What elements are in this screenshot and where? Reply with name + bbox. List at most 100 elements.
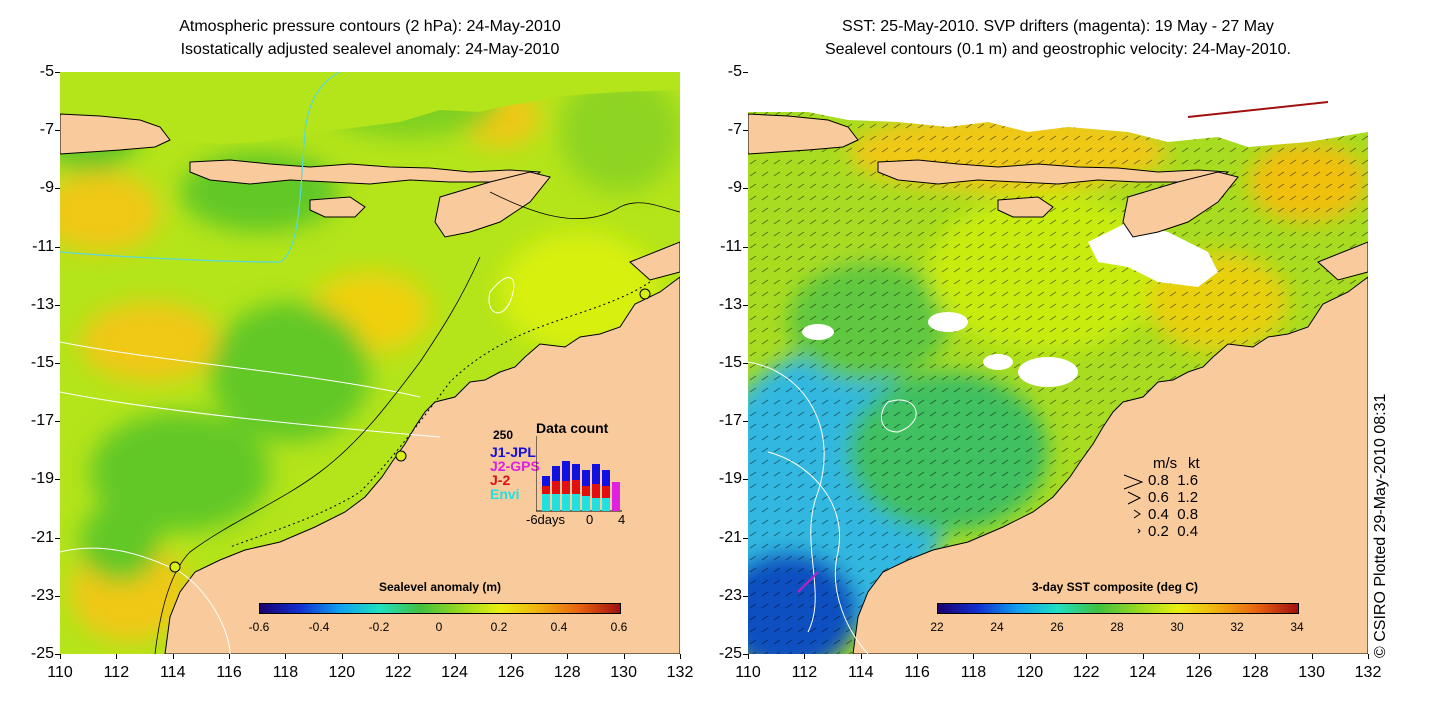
- right-map-canvas: [748, 72, 1368, 654]
- right-x-tick-mark: [1029, 654, 1031, 659]
- land-java-bali: [60, 113, 171, 155]
- right-colorbar-tick: 22: [930, 620, 944, 634]
- left-y-tick-mark: [55, 479, 60, 481]
- right-y-tick: -13: [718, 295, 742, 313]
- left-x-tick-mark: [454, 654, 456, 659]
- right-x-tick-mark: [973, 654, 975, 659]
- left-x-tick: 128: [553, 664, 581, 681]
- right-y-tick: -21: [718, 528, 742, 546]
- cloud-mask: [748, 72, 1368, 387]
- left-y-tick-mark: [55, 537, 60, 539]
- left-x-tick-mark: [680, 654, 681, 659]
- right-x-tick: 124: [1129, 664, 1156, 681]
- left-x-tick: 116: [216, 664, 242, 681]
- left-x-tick-mark: [623, 654, 625, 659]
- right-x-tick-mark: [860, 654, 862, 659]
- land-indonesia-north: [60, 72, 680, 144]
- land-timor: [1122, 171, 1239, 238]
- left-x-tick-mark: [510, 654, 512, 659]
- data-count-series-j2: J-2: [490, 472, 511, 488]
- right-x-tick-mark: [1311, 654, 1313, 659]
- land-australia: [164, 276, 680, 654]
- right-y-tick-mark: [743, 188, 748, 190]
- data-count-bars: [542, 461, 620, 511]
- right-colorbar-tick: 34: [1290, 620, 1304, 634]
- right-x-tick: 120: [1016, 664, 1044, 681]
- right-y-tick-mark: [743, 595, 748, 597]
- right-x-tick: 110: [735, 664, 761, 681]
- right-title-line1: SST: 25-May-2010. SVP drifters (magenta)…: [842, 18, 1274, 35]
- velocity-legend-row: 0.6 1.2: [1148, 489, 1199, 506]
- left-colorbar-tick: 0: [435, 620, 443, 634]
- right-colorbar-tick: 24: [990, 620, 1004, 634]
- land-timor: [434, 171, 551, 238]
- land-australia: [852, 276, 1368, 654]
- right-x-tick-mark: [1255, 654, 1257, 659]
- land-kimberley-east: [1317, 241, 1368, 281]
- right-x-tick-mark: [1368, 654, 1369, 659]
- left-x-tick: 124: [441, 664, 468, 681]
- right-colorbar-tick: 26: [1050, 620, 1064, 634]
- left-x-tick-mark: [285, 654, 287, 659]
- right-x-tick: 118: [960, 664, 987, 681]
- right-y-tick-mark: [743, 654, 748, 655]
- left-x-tick: 126: [497, 664, 525, 681]
- left-x-tick: 114: [159, 664, 186, 681]
- left-y-tick: -13: [30, 295, 54, 313]
- left-colorbar: [259, 603, 621, 614]
- left-y-tick-mark: [55, 72, 60, 73]
- left-y-tick: -19: [30, 470, 54, 488]
- left-y-tick: -9: [39, 179, 54, 197]
- right-y-tick-mark: [743, 421, 748, 423]
- left-y-tick-mark: [55, 246, 60, 248]
- data-count-ymax: 250: [493, 428, 514, 442]
- data-count-xlabel-start: -6days: [526, 512, 566, 527]
- velocity-legend-row: 0.8 1.6: [1148, 472, 1199, 489]
- right-y-tick: -25: [718, 645, 742, 662]
- right-colorbar-tick: 30: [1170, 620, 1184, 634]
- left-x-tick: 120: [328, 664, 356, 681]
- right-x-tick-mark: [1198, 654, 1200, 659]
- left-y-tick-mark: [55, 304, 60, 306]
- right-y-tick-mark: [743, 363, 748, 364]
- left-sealevel-map: [60, 72, 680, 654]
- left-x-tick-mark: [229, 654, 231, 659]
- left-x-tick-mark: [60, 654, 61, 659]
- tide-gauge-marker: [169, 561, 181, 573]
- data-count-chart: [536, 436, 622, 512]
- left-y-tick: -5: [39, 63, 54, 80]
- right-colorbar: [937, 603, 1299, 614]
- right-y-tick: -9: [727, 179, 742, 197]
- left-x-tick-mark: [172, 654, 174, 659]
- right-x-tick: 128: [1241, 664, 1269, 681]
- left-x-tick: 118: [272, 664, 299, 681]
- right-sst-map: [748, 72, 1368, 654]
- land-kimberley-east: [629, 241, 680, 281]
- left-y-tick: -15: [30, 354, 54, 371]
- data-count-series-j2gps: J2-GPS: [490, 458, 540, 474]
- left-x-tick-mark: [341, 654, 343, 659]
- left-x-tick-mark: [567, 654, 569, 659]
- left-y-tick-mark: [55, 421, 60, 423]
- left-y-tick-mark: [55, 654, 60, 655]
- right-x-tick: 126: [1185, 664, 1213, 681]
- data-count-series-j1: J1-JPL: [490, 444, 536, 460]
- right-y-tick-mark: [743, 479, 748, 481]
- left-colorbar-tick: 0.2: [490, 620, 508, 634]
- left-title-line1: Atmospheric pressure contours (2 hPa): 2…: [179, 18, 561, 35]
- velocity-legend-arrows: [1123, 474, 1144, 534]
- velocity-legend-header-kt: kt: [1188, 455, 1200, 472]
- right-y-tick: -23: [718, 586, 742, 604]
- left-x-tick-mark: [116, 654, 118, 659]
- right-x-tick: 116: [904, 664, 930, 681]
- left-y-tick: -11: [32, 237, 54, 255]
- left-x-tick-mark: [398, 654, 400, 659]
- velocity-legend-header-ms: m/s: [1153, 455, 1178, 472]
- right-y-tick: -17: [718, 412, 742, 430]
- data-count-inset: Data count 250 J1-JPL J2-GPS J-2 Envi -6…: [488, 420, 628, 530]
- svp-drifter-track: [1187, 101, 1329, 118]
- right-y-tick-mark: [743, 246, 748, 248]
- data-count-xlabel-end: 4: [618, 512, 626, 527]
- right-y-tick-mark: [743, 72, 748, 73]
- right-y-tick: -19: [718, 470, 742, 488]
